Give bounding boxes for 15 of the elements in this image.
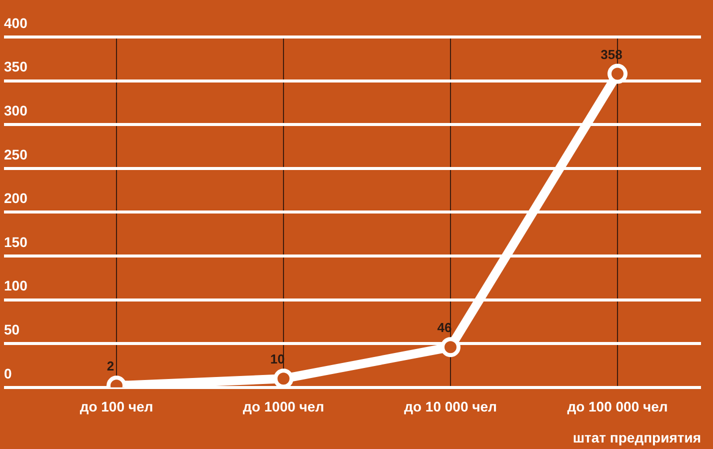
y-tick-label: 350 xyxy=(4,58,28,75)
x-tick-label: до 100 чел xyxy=(80,398,154,415)
y-tick-label: 0 xyxy=(4,365,12,382)
y-tick-label: 300 xyxy=(4,102,28,118)
y-tick-label: 200 xyxy=(4,190,28,206)
y-tick-label: 150 xyxy=(4,234,28,250)
y-tick-label: 250 xyxy=(4,146,28,162)
data-label: 2 xyxy=(106,358,114,374)
y-tick-label: 400 xyxy=(4,14,28,31)
x-tick-label: до 100 000 чел xyxy=(567,398,668,415)
y-tick-label: 50 xyxy=(4,321,20,338)
x-tick-label: до 10 000 чел xyxy=(404,398,497,415)
x-axis-title: штат предприятия xyxy=(572,429,701,446)
y-tick-label: 100 xyxy=(4,278,28,294)
x-tick-label: до 1000 чел xyxy=(242,398,324,415)
